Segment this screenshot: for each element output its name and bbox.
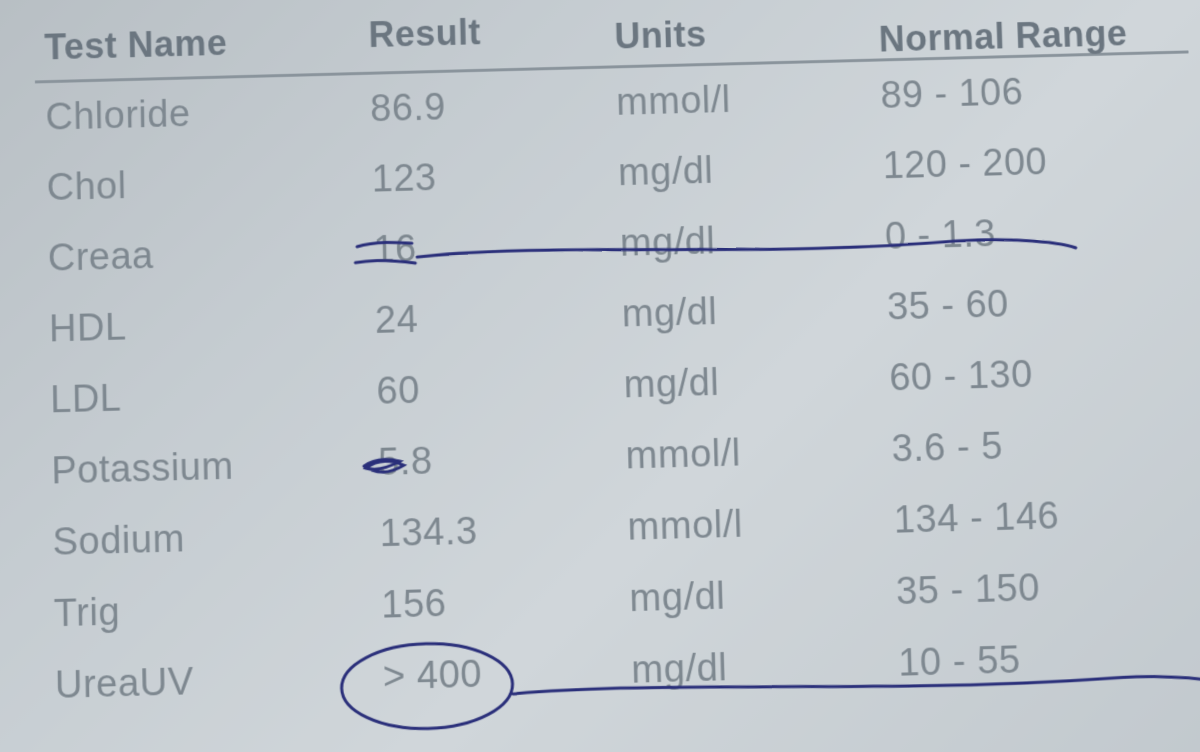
cell-result: 5.8 (367, 422, 616, 500)
cell-units: mg/dl (609, 202, 876, 280)
cell-range: 0 - 1.3 (874, 194, 1196, 273)
cell-units: mg/dl (607, 132, 874, 209)
cell-units: mg/dl (613, 344, 881, 422)
cell-test-name: Trig (43, 571, 372, 651)
cell-test-name: UreaUV (44, 642, 373, 722)
cell-test-name: Sodium (42, 499, 371, 579)
cell-range: 120 - 200 (872, 124, 1194, 203)
cell-units: mmol/l (605, 60, 871, 139)
cell-units: mg/dl (619, 557, 888, 635)
col-header-test-name: Test Name (34, 9, 360, 82)
cell-test-name: Potassium (41, 428, 369, 508)
lab-results-table: Test Name Result Units Normal Range Chlo… (34, 0, 1200, 722)
cell-range: 89 - 106 (869, 52, 1190, 132)
cell-units: mg/dl (611, 273, 878, 351)
cell-result: 16 (363, 209, 611, 286)
cell-range: 10 - 55 (887, 620, 1200, 700)
cell-range: 3.6 - 5 (880, 406, 1200, 486)
cell-result: 86.9 (359, 67, 607, 145)
cell-test-name: LDL (40, 357, 368, 437)
cell-result: > 400 (372, 636, 622, 714)
cell-result: 156 (370, 564, 620, 642)
cell-result: 24 (364, 280, 613, 357)
cell-units: mg/dl (620, 629, 889, 708)
cell-test-name: Chloride (35, 74, 361, 154)
cell-result: 134.3 (369, 493, 619, 571)
cell-range: 35 - 150 (885, 549, 1200, 629)
cell-result: 60 (366, 351, 615, 428)
cell-test-name: Chol (36, 145, 362, 224)
cell-units: mmol/l (617, 486, 885, 564)
cell-units: mmol/l (615, 415, 883, 493)
cell-test-name: Creaa (37, 216, 364, 295)
cell-range: 134 - 146 (883, 477, 1200, 557)
cell-result: 123 (361, 139, 609, 216)
cell-range: 35 - 60 (876, 265, 1199, 344)
cell-test-name: HDL (38, 286, 365, 365)
col-header-result: Result (358, 0, 605, 70)
cell-range: 60 - 130 (878, 335, 1200, 414)
